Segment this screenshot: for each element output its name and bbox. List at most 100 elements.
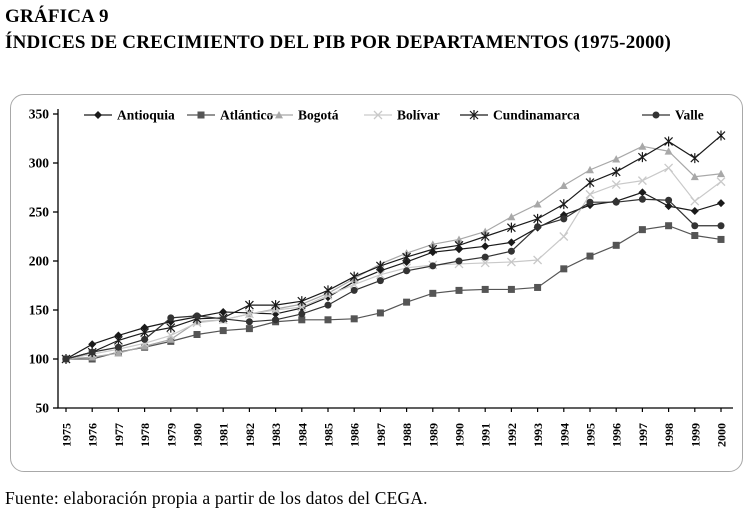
diamond-marker — [664, 202, 673, 211]
y-tick-label: 100 — [29, 352, 50, 367]
asterisk-marker — [140, 327, 150, 338]
square-marker — [403, 298, 411, 306]
x-tick-label: 1988 — [400, 423, 414, 447]
circle-marker — [403, 267, 411, 275]
circle-marker — [88, 348, 96, 356]
circle-marker — [652, 111, 660, 119]
x-tick-label: 1983 — [269, 423, 283, 447]
series-line-cundinamarca — [65, 135, 722, 360]
square-marker — [350, 315, 358, 323]
series-line-bolívar — [65, 167, 722, 360]
square-marker — [429, 289, 437, 297]
square-marker — [376, 309, 384, 317]
x-tick-label: 1993 — [531, 423, 545, 447]
x-marker — [244, 309, 254, 319]
circle-marker — [193, 312, 201, 320]
triangle-marker — [428, 240, 437, 248]
y-tick-label: 200 — [29, 254, 50, 269]
x-marker — [585, 189, 595, 199]
legend-item-bogotá: Bogotá — [265, 108, 339, 123]
square-marker — [219, 327, 227, 335]
asterisk-marker — [637, 152, 647, 163]
circle-marker — [350, 286, 358, 294]
asterisk-marker — [271, 300, 281, 311]
asterisk-marker — [166, 322, 176, 333]
square-marker — [691, 232, 699, 240]
circle-marker — [298, 310, 306, 318]
asterisk-marker — [402, 252, 412, 263]
legend-label: Antioquia — [117, 108, 175, 123]
square-marker — [612, 241, 620, 249]
circle-marker — [481, 253, 489, 261]
square-marker — [193, 331, 201, 338]
series-line-atlántico — [66, 225, 722, 360]
asterisk-marker — [506, 222, 516, 233]
y-tick-label: 350 — [29, 107, 50, 122]
circle-marker — [717, 222, 725, 230]
legend-item-valle: Valle — [642, 108, 704, 123]
square-marker — [717, 235, 725, 243]
source-note: Fuente: elaboración propia a partir de l… — [5, 488, 428, 508]
asterisk-marker — [297, 296, 307, 307]
circle-marker — [691, 222, 699, 230]
asterisk-marker — [664, 136, 674, 147]
asterisk-marker — [323, 285, 333, 296]
square-marker — [245, 325, 253, 333]
legend-label: Atlántico — [220, 108, 273, 123]
circle-marker — [324, 301, 332, 309]
x-marker — [533, 255, 543, 265]
asterisk-marker — [533, 213, 543, 224]
legend-label: Cundinamarca — [493, 108, 580, 123]
square-marker — [638, 226, 646, 234]
x-tick-label: 1985 — [322, 423, 336, 447]
triangle-marker — [612, 155, 621, 163]
square-marker — [298, 316, 306, 324]
legend-item-bolívar: Bolívar — [364, 108, 440, 123]
x-tick-label: 1995 — [584, 423, 598, 447]
square-marker — [665, 222, 673, 230]
x-tick-label: 1989 — [426, 423, 440, 447]
circle-marker — [219, 315, 227, 323]
triangle-marker — [559, 181, 568, 189]
x-tick-label: 1992 — [505, 423, 519, 447]
x-tick-label: 2000 — [715, 423, 729, 447]
x-tick-label: 1982 — [243, 423, 257, 447]
square-marker — [455, 286, 463, 294]
diamond-marker — [690, 207, 699, 216]
x-tick-label: 1996 — [610, 423, 624, 447]
circle-marker — [507, 247, 515, 255]
series-line-bogotá — [65, 145, 722, 360]
triangle-marker — [275, 111, 283, 119]
diamond-marker — [94, 111, 102, 119]
x-tick-label: 1997 — [636, 423, 650, 447]
x-tick-label: 1980 — [191, 423, 205, 447]
x-marker — [664, 163, 674, 173]
circle-marker — [534, 223, 542, 231]
triangle-marker — [166, 335, 175, 343]
x-tick-label: 1998 — [662, 423, 676, 447]
circle-marker — [586, 198, 594, 206]
triangle-marker — [586, 165, 594, 174]
y-tick-label: 300 — [29, 156, 50, 171]
diamond-marker — [88, 340, 97, 349]
triangle-marker — [690, 172, 699, 181]
circle-marker — [560, 215, 568, 223]
circle-marker — [167, 314, 175, 322]
x-marker — [373, 110, 383, 120]
legend-item-cundinamarca: Cundinamarca — [460, 108, 580, 123]
gdp-growth-line-chart: 50 100 150 200 250 300 350 1975 1976 1977 1978 1979… — [29, 107, 733, 447]
x-marker — [480, 258, 490, 268]
triangle-marker — [140, 342, 149, 350]
diamond-marker — [638, 188, 647, 197]
asterisk-marker — [559, 199, 569, 210]
x-tick-label: 1994 — [557, 423, 571, 447]
circle-marker — [141, 335, 149, 343]
circle-marker — [455, 257, 463, 265]
square-marker — [197, 111, 205, 119]
square-marker — [507, 285, 515, 293]
x-marker — [611, 180, 621, 190]
triangle-marker — [638, 142, 647, 150]
diamond-marker — [297, 304, 306, 313]
x-tick-label: 1987 — [374, 423, 388, 447]
chart-title: ÍNDICES DE CRECIMIENTO DEL PIB POR DEPAR… — [5, 32, 672, 53]
